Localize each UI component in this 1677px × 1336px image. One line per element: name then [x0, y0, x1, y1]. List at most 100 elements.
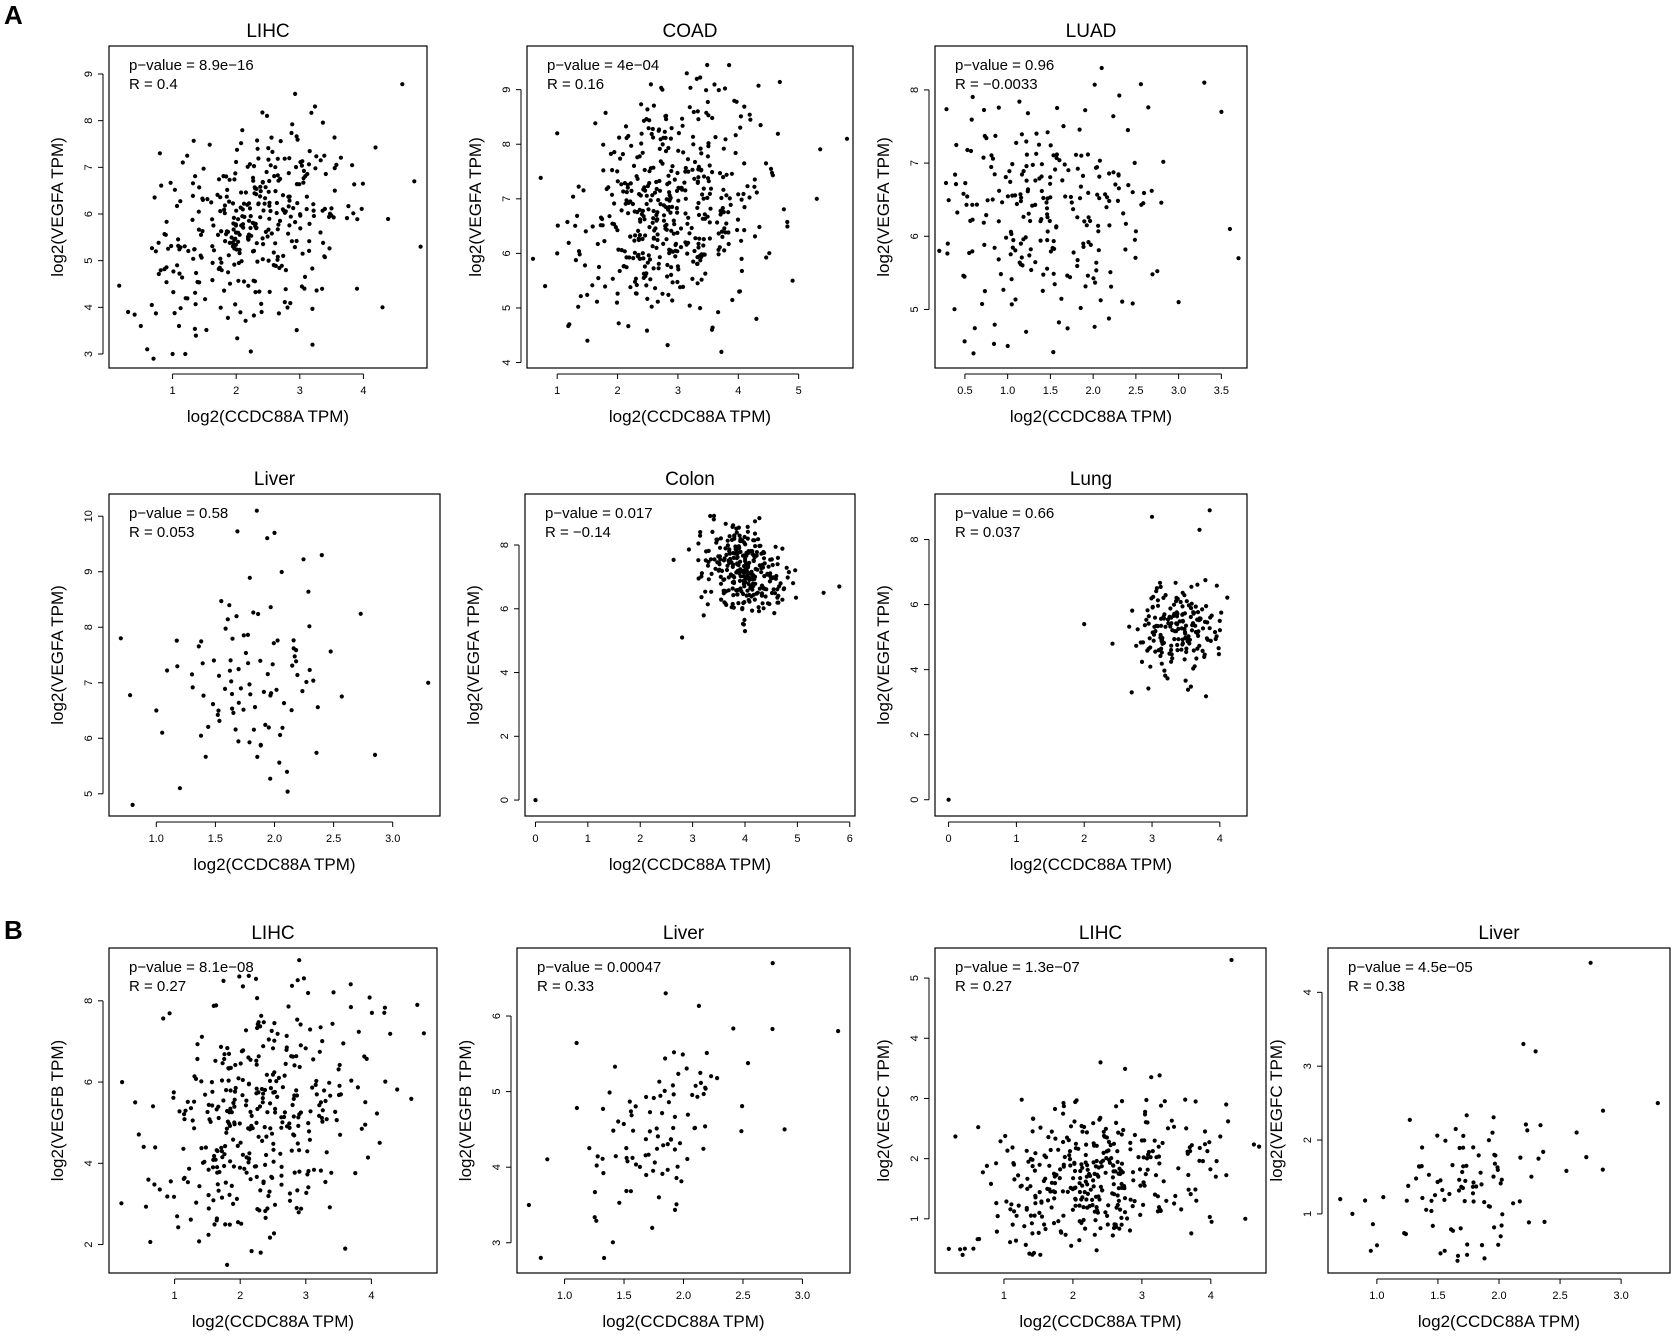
data-point [668, 195, 673, 200]
data-point [344, 216, 350, 221]
data-point [698, 1080, 704, 1085]
data-point [1172, 1201, 1177, 1206]
data-point [228, 1106, 233, 1111]
data-point [180, 160, 185, 165]
data-point [666, 145, 671, 151]
data-point [1564, 1168, 1569, 1173]
data-point [1130, 301, 1135, 306]
data-point [380, 305, 385, 310]
data-point [636, 237, 642, 243]
data-point [1058, 1167, 1063, 1172]
data-point [1092, 324, 1097, 329]
data-point [1518, 1155, 1523, 1160]
data-point [1103, 1210, 1108, 1215]
data-point [1455, 1253, 1461, 1258]
data-point [1180, 604, 1185, 609]
data-point [176, 237, 181, 242]
data-point [280, 1085, 285, 1090]
data-point [1085, 273, 1090, 278]
data-point [287, 1125, 292, 1130]
data-point [619, 208, 624, 213]
data-point [1406, 1183, 1411, 1188]
data-point [1031, 1250, 1037, 1256]
data-point [288, 214, 293, 219]
data-point [685, 251, 690, 256]
data-point [228, 1159, 233, 1164]
data-point [1092, 1143, 1097, 1148]
data-point [227, 177, 232, 182]
x-tick-label: 1 [170, 385, 176, 397]
data-point [1193, 1099, 1198, 1104]
data-point [267, 289, 272, 294]
data-point [1095, 1208, 1100, 1213]
data-point [1037, 1162, 1042, 1167]
data-point [602, 1255, 607, 1261]
data-point [1149, 514, 1155, 519]
data-point [1045, 1198, 1051, 1203]
data-point [341, 1041, 346, 1046]
data-point [138, 323, 143, 329]
data-point [318, 230, 323, 235]
data-point [1018, 1184, 1023, 1189]
data-point [290, 122, 295, 127]
data-point [1082, 1190, 1087, 1195]
data-point [996, 219, 1001, 224]
data-point [1149, 188, 1154, 193]
data-point [1141, 1180, 1146, 1185]
data-point [600, 1156, 605, 1161]
data-point [311, 678, 316, 683]
data-point [256, 202, 261, 207]
data-point [644, 328, 650, 333]
data-point [1123, 1066, 1128, 1071]
y-tick-label: 10 [83, 510, 95, 522]
data-point [141, 1144, 146, 1149]
data-point [696, 558, 701, 563]
data-point [211, 223, 216, 228]
data-point [690, 167, 695, 172]
data-point [222, 1052, 227, 1057]
data-point [775, 555, 781, 561]
data-point [217, 1169, 222, 1175]
data-point [157, 1187, 162, 1192]
data-point [412, 179, 417, 184]
data-point [1146, 1152, 1151, 1157]
data-point [641, 275, 646, 280]
data-point [299, 284, 304, 289]
data-point [312, 104, 318, 109]
data-point [658, 202, 663, 207]
data-point [332, 188, 337, 193]
data-point [757, 586, 762, 591]
data-point [1084, 1130, 1089, 1135]
data-point [533, 798, 538, 803]
data-point [1208, 638, 1213, 644]
data-point [660, 142, 665, 147]
data-point [260, 110, 265, 115]
data-point [1179, 1207, 1184, 1212]
data-point [1492, 1225, 1497, 1230]
y-tick-label: 8 [501, 141, 513, 147]
data-point [611, 1128, 616, 1133]
data-point [221, 1098, 226, 1103]
data-point [1019, 255, 1024, 260]
x-axis-label: log2(CCDC88A TPM) [1019, 1312, 1181, 1331]
data-point [1169, 647, 1174, 653]
data-point [128, 693, 133, 698]
data-point [1111, 1141, 1117, 1146]
data-point [1120, 299, 1125, 304]
data-point [327, 1205, 332, 1210]
data-point [328, 1093, 333, 1098]
data-point [1105, 1222, 1110, 1227]
data-point [722, 226, 727, 231]
y-tick-label: 4 [499, 669, 511, 675]
data-point [283, 268, 288, 273]
data-point [149, 246, 155, 251]
data-point [712, 82, 717, 87]
data-point [736, 192, 741, 197]
data-point [969, 117, 974, 122]
data-point [270, 662, 275, 667]
data-point [1077, 127, 1082, 132]
data-point [676, 131, 682, 136]
data-point [199, 255, 204, 260]
data-point [621, 1121, 626, 1127]
